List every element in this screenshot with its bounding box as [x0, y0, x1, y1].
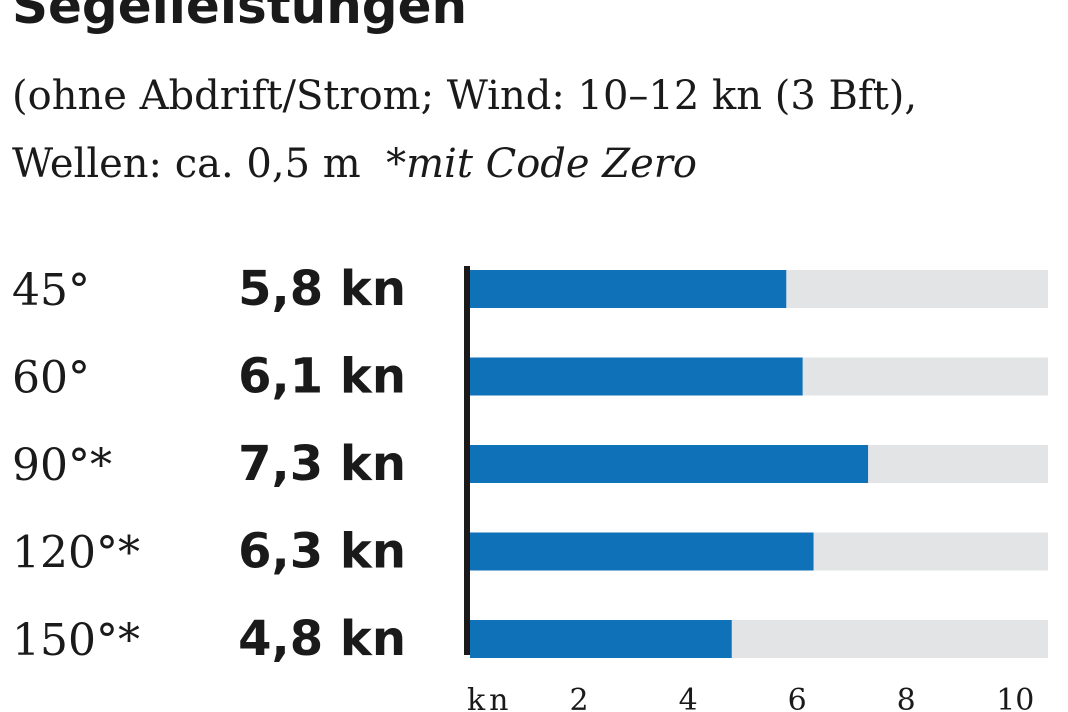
value-label: 7,3 kn — [238, 436, 406, 492]
x-axis-ticks: kn 2 4 6 8 10 — [467, 683, 1034, 712]
bar — [470, 445, 869, 483]
angle-label: 60° — [12, 353, 90, 404]
chart-title: Segelleistungen — [12, 0, 468, 35]
angle-label: 150°* — [12, 615, 140, 666]
subtitle-line-2: Wellen: ca. 0,5 m *mit Code Zero — [12, 130, 917, 198]
bar — [470, 270, 787, 308]
x-tick-label: 2 — [570, 683, 589, 712]
chart-subtitle: (ohne Abdrift/Strom; Wind: 10–12 kn (3 B… — [12, 62, 917, 198]
x-axis-unit-label: kn — [467, 683, 513, 712]
value-label: 6,3 kn — [238, 524, 406, 580]
value-label: 6,1 kn — [238, 349, 406, 405]
bar — [470, 357, 803, 396]
subtitle-conditions: Wellen: ca. 0,5 m — [12, 141, 361, 187]
angle-label: 90°* — [12, 440, 112, 491]
subtitle-line-1: (ohne Abdrift/Strom; Wind: 10–12 kn (3 B… — [12, 73, 918, 119]
x-tick-label: 8 — [897, 683, 916, 712]
x-tick-label: 4 — [679, 683, 698, 712]
bar — [470, 620, 732, 658]
subtitle-code-zero-note: *mit Code Zero — [386, 141, 697, 187]
x-tick-label: 6 — [788, 683, 807, 712]
bars — [470, 270, 869, 658]
angle-label: 120°* — [12, 528, 140, 579]
angle-labels: 45° 60° 90°* 120°* 150°* — [12, 265, 140, 666]
value-label: 4,8 kn — [238, 611, 406, 667]
angle-label: 45° — [12, 265, 90, 316]
x-tick-label: 10 — [996, 683, 1034, 712]
value-label: 5,8 kn — [238, 261, 406, 317]
value-labels: 5,8 kn 6,1 kn 7,3 kn 6,3 kn 4,8 kn — [238, 261, 406, 667]
bar — [470, 532, 814, 571]
